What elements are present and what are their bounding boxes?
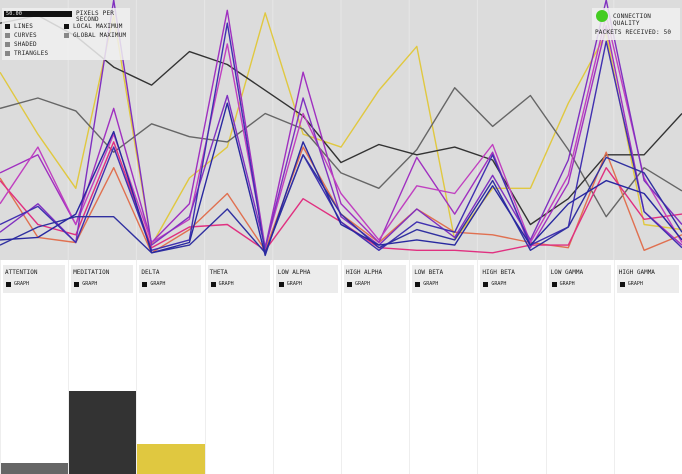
option-checkbox[interactable] xyxy=(5,51,10,56)
channel-level-bar xyxy=(137,444,205,474)
channel-name: HIGH BETA xyxy=(482,269,515,276)
channel-low-gamma: LOW GAMMA GRAPH xyxy=(545,260,614,474)
channel-meditation: MEDITATION GRAPH xyxy=(68,260,137,474)
graph-toggle-label: GRAPH xyxy=(491,281,507,287)
channel-name: LOW ALPHA xyxy=(277,269,311,276)
graph-toggle-checkbox[interactable] xyxy=(347,282,352,287)
option-shaded[interactable]: SHADED xyxy=(5,41,37,48)
option-checkbox[interactable] xyxy=(5,33,10,38)
connection-status-icon xyxy=(596,10,608,22)
graph-toggle-label: GRAPH xyxy=(559,281,575,287)
option-lines[interactable]: LINES xyxy=(5,23,33,30)
option-triangles[interactable]: TRIANGLES xyxy=(5,50,48,57)
option-label: CURVES xyxy=(14,32,37,39)
graph-toggle-checkbox[interactable] xyxy=(74,282,80,287)
series-line-6 xyxy=(0,9,682,249)
graph-toggle-checkbox[interactable] xyxy=(619,282,625,287)
channel-header: MEDITATION GRAPH xyxy=(71,265,134,293)
channel-columns: ATTENTION GRAPH MEDITATION GRAPH DELTA GRAPH T… xyxy=(0,260,682,474)
packets-received-label: PACKETS RECEIVED: 50 xyxy=(595,29,672,36)
channel-delta: DELTA GRAPH xyxy=(136,260,205,474)
channel-theta: THETA GRAPH xyxy=(204,260,273,474)
graph-toggle-checkbox[interactable] xyxy=(483,282,489,287)
option-curves[interactable]: CURVES xyxy=(5,32,37,39)
option-label: TRIANGLES xyxy=(14,50,49,57)
graph-toggle-label: GRAPH xyxy=(423,281,439,287)
speed-slider[interactable] xyxy=(4,11,72,17)
channel-level-bar xyxy=(69,391,137,474)
series-line-8 xyxy=(0,0,682,249)
series-line-7 xyxy=(0,14,682,249)
series-line-10 xyxy=(0,154,682,254)
channel-header: HIGH ALPHA GRAPH xyxy=(344,265,406,293)
option-checkbox[interactable] xyxy=(5,42,10,47)
series-line-11 xyxy=(0,102,682,257)
graph-toggle-label: GRAPH xyxy=(218,281,234,287)
channel-header: THETA GRAPH xyxy=(207,265,270,293)
channel-name: MEDITATION xyxy=(73,269,110,276)
speed-label: PIXELS PER SECOND xyxy=(76,10,115,23)
option-label: GLOBAL MAXIMUM xyxy=(73,32,127,39)
channel-high-beta: HIGH BETA GRAPH xyxy=(477,260,545,474)
connection-quality-label: CONNECTION QUALITY xyxy=(613,13,652,27)
graph-toggle-checkbox[interactable] xyxy=(6,282,11,287)
channel-header: HIGH GAMMA GRAPH xyxy=(616,265,679,293)
channel-level-bar xyxy=(1,463,69,474)
channel-high-alpha: HIGH ALPHA GRAPH xyxy=(341,260,409,474)
graph-toggle-label: GRAPH xyxy=(14,281,30,287)
channel-header: LOW GAMMA GRAPH xyxy=(548,265,611,293)
channel-name: LOW BETA xyxy=(414,269,444,276)
option-local-maximum[interactable]: LOCAL MAXIMUM xyxy=(64,23,123,30)
chart-series-group xyxy=(0,0,682,257)
channel-header: LOW BETA GRAPH xyxy=(412,265,475,293)
graph-toggle-checkbox[interactable] xyxy=(415,282,421,287)
channel-high-gamma: HIGH GAMMA GRAPH xyxy=(613,260,682,474)
graph-toggle-checkbox[interactable] xyxy=(142,282,148,287)
option-checkbox[interactable] xyxy=(64,24,69,29)
series-line-2 xyxy=(0,86,682,218)
speed-value: 50.00 xyxy=(6,11,23,17)
connection-panel: CONNECTION QUALITY PACKETS RECEIVED: 50 xyxy=(592,8,680,40)
channel-header: DELTA GRAPH xyxy=(139,265,202,293)
channel-name: HIGH ALPHA xyxy=(346,269,383,276)
channel-name: HIGH GAMMA xyxy=(618,269,655,276)
option-checkbox[interactable] xyxy=(64,33,69,38)
channel-name: LOW GAMMA xyxy=(550,269,584,276)
channel-header: ATTENTION GRAPH xyxy=(3,265,65,293)
graph-toggle-label: GRAPH xyxy=(627,281,643,287)
option-label: LOCAL MAXIMUM xyxy=(73,23,123,30)
render-controls-panel: 50.00 PIXELS PER SECOND LINES CURVES SHADE… xyxy=(2,8,130,60)
graph-toggle-label: GRAPH xyxy=(150,281,166,287)
channel-name: THETA xyxy=(209,269,228,276)
graph-toggle-checkbox[interactable] xyxy=(278,282,284,287)
series-line-3 xyxy=(0,14,682,226)
option-label: SHADED xyxy=(14,41,37,48)
graph-toggle-label: GRAPH xyxy=(355,281,371,287)
channel-header: HIGH BETA GRAPH xyxy=(480,265,543,293)
graph-toggle-label: GRAPH xyxy=(82,281,98,287)
graph-toggle-label: GRAPH xyxy=(286,281,302,287)
channel-attention: ATTENTION GRAPH xyxy=(0,260,69,474)
channel-header: LOW ALPHA GRAPH xyxy=(275,265,338,293)
graph-toggle-checkbox[interactable] xyxy=(210,282,216,287)
channel-low-beta: LOW BETA GRAPH xyxy=(409,260,477,474)
option-label: LINES xyxy=(14,23,34,30)
option-global-maximum[interactable]: GLOBAL MAXIMUM xyxy=(64,32,126,39)
channel-low-alpha: LOW ALPHA GRAPH xyxy=(272,260,341,474)
option-checkbox[interactable] xyxy=(5,24,10,29)
channel-name: DELTA xyxy=(141,269,160,276)
channel-name: ATTENTION xyxy=(5,269,38,276)
graph-toggle-checkbox[interactable] xyxy=(551,282,557,287)
